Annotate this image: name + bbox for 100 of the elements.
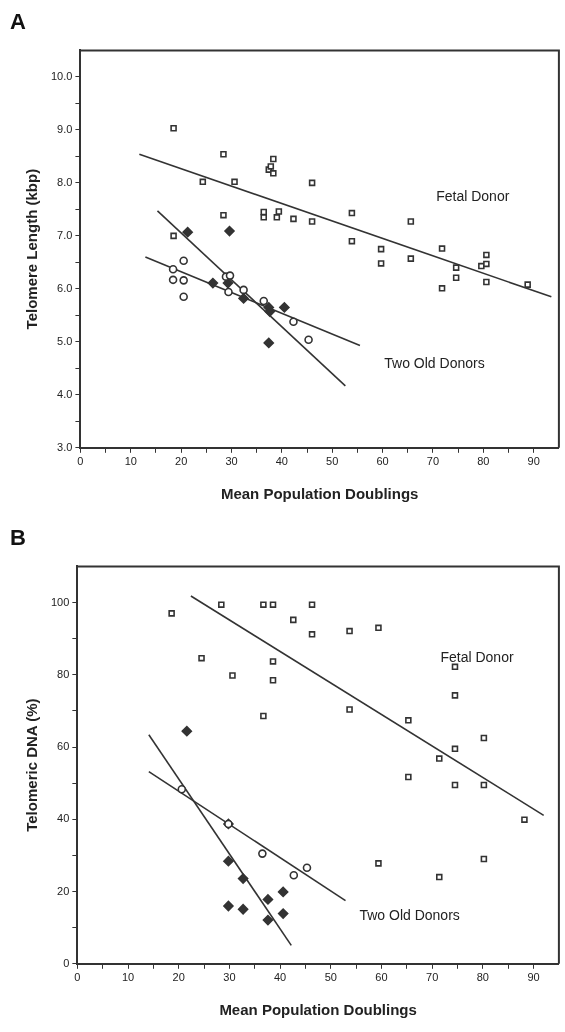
point (270, 155, 277, 163)
point (269, 601, 277, 608)
y-tick-label: 0 (63, 956, 70, 969)
point (170, 232, 177, 240)
point (258, 849, 267, 858)
x-tick-label: 30 (223, 971, 236, 984)
x-tick-label: 40 (273, 971, 287, 984)
point (480, 855, 488, 863)
point (239, 285, 248, 295)
point (279, 302, 290, 313)
x-tick-label: 20 (175, 455, 188, 468)
y-tick-label: 80 (57, 667, 70, 680)
point (223, 900, 234, 912)
y-axis-title: Telomere Length (kbp) (23, 168, 41, 330)
point (238, 293, 249, 304)
x-tick-label: 80 (476, 971, 489, 984)
point (262, 894, 274, 905)
point (348, 237, 356, 245)
point (346, 627, 353, 635)
y-axis-title: Telomeric DNA (%) (23, 698, 41, 832)
point (289, 870, 299, 880)
x-tick-label: 30 (225, 455, 238, 468)
x-axis-title: Mean Population Doublings (220, 485, 419, 503)
chart-title: A (10, 9, 26, 35)
point (273, 214, 281, 221)
y-tick-label: 3.0 (57, 440, 73, 453)
point (207, 277, 219, 289)
point (224, 287, 233, 297)
point (168, 264, 178, 274)
annotation: Two Old Donors (384, 355, 485, 372)
point (483, 260, 490, 268)
point (199, 178, 207, 186)
point (480, 734, 488, 742)
point (348, 209, 356, 217)
point (438, 285, 446, 292)
point (177, 785, 187, 794)
point (451, 781, 459, 789)
y-tick-label: 7.0 (57, 228, 73, 241)
point (451, 663, 459, 671)
x-tick-label: 90 (527, 455, 540, 468)
x-tick-label: 40 (275, 455, 288, 468)
x-tick-label: 60 (375, 971, 388, 984)
y-tick-label: 4.0 (57, 387, 73, 400)
point (277, 908, 289, 919)
point (375, 860, 382, 867)
point (260, 601, 267, 608)
point (521, 816, 528, 823)
point (275, 208, 283, 215)
point (452, 264, 460, 271)
point (229, 672, 236, 679)
annotation: Fetal Donor (436, 188, 510, 205)
x-tick-label: 60 (376, 455, 389, 468)
point (259, 296, 269, 306)
point (182, 226, 193, 238)
y-tick-label: 9.0 (57, 122, 73, 135)
point (451, 745, 459, 753)
point (260, 214, 268, 221)
point (262, 914, 274, 926)
point (225, 271, 235, 280)
point (220, 150, 227, 158)
chart-title: B (10, 525, 26, 551)
x-tick-label: 10 (124, 455, 137, 468)
point (308, 601, 316, 608)
point (346, 706, 353, 713)
point (290, 616, 297, 624)
x-tick-label: 10 (121, 971, 135, 984)
point (451, 692, 459, 699)
point (168, 275, 178, 285)
point (237, 903, 249, 915)
x-tick-label: 70 (426, 971, 439, 984)
point (168, 610, 175, 617)
y-tick-label: 20 (57, 884, 70, 897)
point (260, 712, 267, 720)
x-tick-label: 0 (77, 455, 84, 468)
point (405, 773, 412, 781)
point (277, 886, 289, 898)
y-tick-label: 8.0 (57, 175, 73, 188)
point (483, 251, 490, 259)
x-tick-label: 90 (527, 971, 540, 984)
point (407, 218, 415, 225)
x-tick-label: 50 (326, 455, 339, 468)
x-tick-label: 0 (74, 971, 81, 984)
x-tick-label: 20 (172, 971, 185, 984)
point (438, 245, 446, 252)
point (179, 256, 188, 266)
point (179, 276, 188, 285)
point (223, 855, 234, 867)
point (218, 601, 225, 608)
y-tick-label: 6.0 (57, 281, 73, 294)
point (480, 781, 488, 789)
x-tick-label: 50 (324, 971, 337, 984)
annotation: Fetal Donor (440, 648, 514, 665)
point (452, 274, 460, 281)
point (524, 281, 531, 288)
point (269, 676, 277, 684)
point (181, 725, 193, 737)
point (483, 278, 490, 286)
point (263, 337, 275, 349)
point (270, 170, 277, 177)
y-tick-label: 10.0 (50, 69, 73, 82)
